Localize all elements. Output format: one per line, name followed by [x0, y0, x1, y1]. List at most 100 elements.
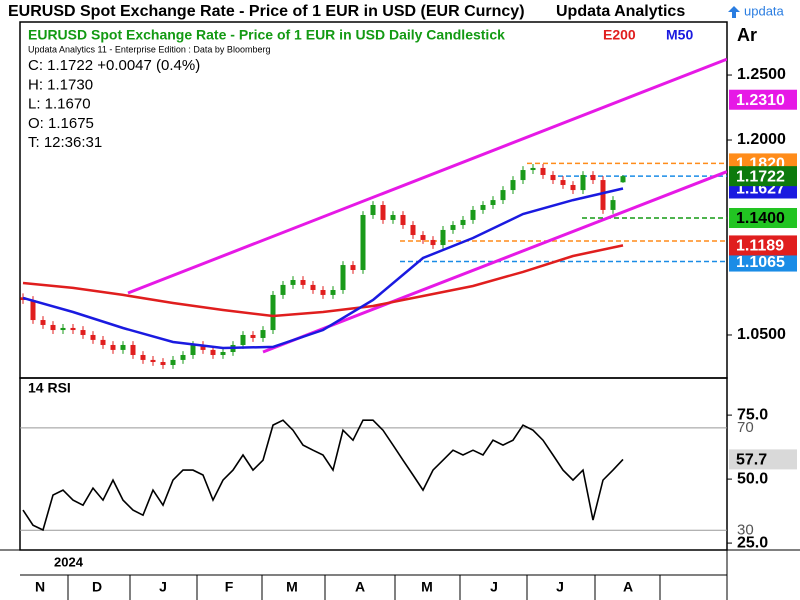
- candle-body: [570, 184, 576, 191]
- y-tick-label: 1.0500: [737, 326, 786, 343]
- candle-body: [440, 229, 446, 246]
- price-label: 1.1722: [736, 168, 785, 185]
- candle-body: [310, 284, 316, 291]
- candle-body: [430, 239, 436, 246]
- info-line: C: 1.1722 +0.0047 (0.4%): [28, 57, 200, 74]
- y-tick-label: 50.0: [737, 470, 768, 487]
- candle-body: [160, 362, 166, 366]
- candle-body: [120, 344, 126, 350]
- candle-body: [170, 359, 176, 366]
- layer: [127, 57, 727, 354]
- rsi-level-label: 30: [737, 521, 754, 538]
- candle-body: [530, 167, 536, 171]
- month-label: N: [35, 579, 45, 595]
- candle-body: [350, 265, 356, 270]
- info-line: O: 1.1675: [28, 115, 94, 132]
- candle-body: [30, 300, 36, 321]
- candle-body: [50, 324, 56, 331]
- layer: [22, 187, 624, 350]
- candle-body: [80, 330, 86, 335]
- candle-body: [250, 334, 256, 338]
- moving-average: [22, 244, 624, 318]
- candle-body: [240, 334, 246, 345]
- candle-body: [550, 174, 556, 181]
- candle-body: [450, 225, 456, 230]
- rsi-last-box: [729, 449, 797, 470]
- price-label: 1.1189: [736, 238, 784, 255]
- candle-body: [100, 339, 106, 345]
- candle-body: [60, 327, 66, 331]
- month-label: M: [286, 579, 298, 595]
- candle-body: [360, 215, 366, 270]
- month-label: M: [421, 579, 433, 595]
- moving-average: [22, 187, 624, 350]
- candle-body: [610, 200, 616, 210]
- rsi-title: 14 RSI: [28, 380, 71, 396]
- info-line: L: 1.1670: [28, 96, 91, 113]
- candle-body: [110, 344, 116, 350]
- candle-body: [70, 327, 76, 331]
- month-label: A: [623, 579, 633, 595]
- candle-body: [140, 354, 146, 360]
- candle-body: [470, 209, 476, 220]
- corner-label: Ar: [737, 25, 757, 45]
- candle-body: [40, 320, 46, 325]
- price-label-box: [729, 208, 797, 229]
- trendline: [262, 170, 727, 354]
- candle-body: [210, 349, 216, 355]
- candle-body: [150, 359, 156, 363]
- candle-body: [270, 294, 276, 331]
- candle-body: [340, 265, 346, 291]
- info-line: H: 1.1730: [28, 76, 93, 93]
- candle-body: [130, 344, 136, 355]
- candle-body: [370, 205, 376, 216]
- rsi-last-label: 57.7: [736, 452, 767, 469]
- legend-entry: E200: [603, 27, 636, 43]
- price-label: 1.1400: [736, 210, 785, 227]
- month-label: F: [225, 579, 234, 595]
- candle-body: [260, 330, 266, 338]
- candle-body: [280, 284, 286, 295]
- y-tick-label: 1.2000: [737, 131, 786, 148]
- rsi-line: [22, 419, 624, 532]
- price-label-box: [729, 235, 797, 256]
- month-label: J: [556, 579, 564, 595]
- candle-body: [600, 180, 606, 210]
- price-title: EURUSD Spot Exchange Rate - Price of 1 E…: [28, 27, 505, 43]
- y-tick-label: 75.0: [737, 406, 768, 423]
- layer: [20, 419, 727, 532]
- candle-body: [590, 174, 596, 181]
- candle-body: [330, 290, 336, 295]
- year-label: 2024: [54, 554, 84, 569]
- header-title: EURUSD Spot Exchange Rate - Price of 1 E…: [8, 3, 525, 20]
- candle-body: [220, 352, 226, 355]
- y-tick-label: 25.0: [737, 534, 768, 551]
- candle-body: [460, 219, 466, 226]
- candle-body: [380, 205, 386, 220]
- candle-body: [520, 170, 526, 181]
- candle-body: [510, 180, 516, 191]
- legend-entry: M50: [666, 27, 693, 43]
- logo-text: updata: [744, 3, 785, 18]
- price-label-box: [729, 89, 797, 110]
- candle-body: [400, 215, 406, 226]
- price-label-box: [729, 251, 797, 272]
- candle-body: [490, 200, 496, 206]
- candle-body: [90, 334, 96, 340]
- info-line: T: 12:36:31: [28, 134, 102, 151]
- candle-body: [200, 344, 206, 350]
- candle-body: [290, 279, 296, 285]
- candle-body: [560, 180, 566, 185]
- month-label: J: [159, 579, 167, 595]
- candle-body: [320, 290, 326, 295]
- rsi-level-label: 70: [737, 419, 754, 436]
- logo-icon: [728, 6, 740, 18]
- candle-body: [420, 235, 426, 240]
- candle-body: [540, 167, 546, 175]
- month-label: A: [355, 579, 365, 595]
- candle-body: [190, 344, 196, 355]
- y-tick-label: 1.2500: [737, 66, 786, 83]
- candle-body: [300, 279, 306, 285]
- candle-body: [500, 190, 506, 201]
